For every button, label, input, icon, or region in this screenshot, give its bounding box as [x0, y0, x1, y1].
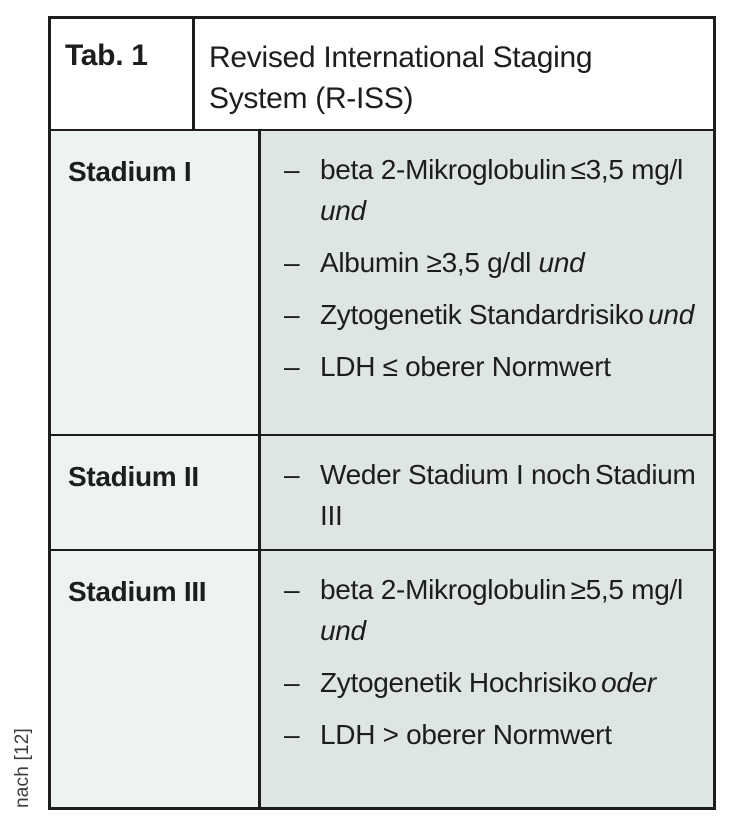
- criteria-cell: – beta 2-Mikroglobulin ≤3,5 mg/l und – A…: [261, 131, 713, 434]
- table-row-stadium-3: Stadium III – beta 2-Mikroglobulin ≥5,5 …: [51, 551, 713, 807]
- criterion-line: ≥5,5 mg/l und: [320, 574, 683, 646]
- criterion-text: Albumin ≥3,5 g/dl und: [320, 242, 705, 283]
- criterion-text: LDH > oberer Normwert: [320, 714, 705, 755]
- criterion-line: oder: [601, 667, 656, 698]
- criterion-text: beta 2-Mikroglobulin ≥5,5 mg/l und: [320, 569, 705, 651]
- dash-bullet: –: [284, 667, 300, 698]
- criterion-line: LDH ≤ oberer Normwert: [320, 351, 611, 382]
- table-title-cell: Revised International Staging System (R-…: [195, 19, 713, 129]
- source-caption: nach [12]: [12, 728, 33, 808]
- table-number: Tab. 1: [65, 39, 148, 72]
- criterion-segment: beta 2-Mikroglobulin: [320, 154, 567, 185]
- dash-bullet: –: [284, 459, 300, 490]
- criterion-segment: LDH ≤ oberer Normwert: [320, 351, 611, 382]
- criterion-line: Stadium III: [320, 459, 696, 531]
- criterion-segment: LDH > oberer Normwert: [320, 719, 612, 750]
- criterion-segment-italic: und: [648, 299, 694, 330]
- criterion-line: LDH > oberer Normwert: [320, 719, 612, 750]
- dash-bullet: –: [284, 154, 300, 185]
- criterion-text: Weder Stadium I noch Stadium III: [320, 454, 705, 536]
- criterion-segment-italic: und: [320, 615, 366, 646]
- criterion-item: – Weder Stadium I noch Stadium III: [284, 454, 705, 536]
- criterion-item: – Albumin ≥3,5 g/dl und: [284, 242, 705, 283]
- criterion-item: – beta 2-Mikroglobulin ≤3,5 mg/l und: [284, 149, 705, 231]
- criterion-item: – beta 2-Mikroglobulin ≥5,5 mg/l und: [284, 569, 705, 651]
- dash-bullet: –: [284, 351, 300, 382]
- dash-bullet: –: [284, 574, 300, 605]
- criterion-segment-italic: oder: [601, 667, 656, 698]
- criterion-line: Albumin ≥3,5 g/dl und: [320, 247, 585, 278]
- criterion-text: Zytogenetik Hochrisiko oder: [320, 662, 705, 703]
- criterion-line: beta 2-Mikroglobulin: [320, 154, 566, 185]
- criterion-text: LDH ≤ oberer Normwert: [320, 346, 705, 387]
- stage-label: Stadium III: [68, 576, 207, 607]
- criterion-text: Zytogenetik Standardrisiko und: [320, 294, 705, 335]
- criteria-cell: – Weder Stadium I noch Stadium III: [261, 436, 713, 549]
- criterion-item: – LDH ≤ oberer Normwert: [284, 346, 705, 387]
- criterion-segment: Zytogenetik Hochrisiko: [320, 667, 597, 698]
- criterion-text: beta 2-Mikroglobulin ≤3,5 mg/l und: [320, 149, 705, 231]
- criterion-segment: Zytogenetik Standardrisiko: [320, 299, 644, 330]
- table-title-line2: System (R-ISS): [209, 82, 414, 115]
- criterion-segment-italic: und: [320, 195, 366, 226]
- stage-label-cell: Stadium I: [51, 131, 261, 434]
- table-row-stadium-1: Stadium I – beta 2-Mikroglobulin ≤3,5 mg…: [51, 131, 713, 436]
- table-header-row: Tab. 1 Revised International Staging Sys…: [51, 19, 713, 131]
- criterion-item: – Zytogenetik Standardrisiko und: [284, 294, 705, 335]
- table-title-line1: Revised International Staging: [209, 41, 593, 74]
- criterion-segment: Albumin ≥3,5 g/dl: [320, 247, 539, 278]
- criterion-segment: Stadium III: [320, 459, 696, 531]
- stage-label-cell: Stadium III: [51, 551, 261, 807]
- riss-table: Tab. 1 Revised International Staging Sys…: [48, 16, 716, 810]
- criterion-line: beta 2-Mikroglobulin: [320, 574, 566, 605]
- criterion-item: – Zytogenetik Hochrisiko oder: [284, 662, 705, 703]
- stage-label: Stadium I: [68, 156, 192, 187]
- criterion-line: Zytogenetik Hochrisiko: [320, 667, 597, 698]
- dash-bullet: –: [284, 299, 300, 330]
- dash-bullet: –: [284, 719, 300, 750]
- criterion-segment-italic: und: [538, 247, 585, 278]
- criterion-item: – LDH > oberer Normwert: [284, 714, 705, 755]
- criterion-segment: ≥5,5 mg/l: [570, 574, 684, 605]
- dash-bullet: –: [284, 247, 300, 278]
- criterion-line: Weder Stadium I noch: [320, 459, 591, 490]
- criterion-segment: Weder Stadium I noch: [320, 459, 591, 490]
- criterion-segment: ≤3,5 mg/l: [570, 154, 684, 185]
- table-number-cell: Tab. 1: [51, 19, 195, 129]
- criterion-line: ≤3,5 mg/l und: [320, 154, 683, 226]
- table-row-stadium-2: Stadium II – Weder Stadium I noch Stadiu…: [51, 436, 713, 551]
- criterion-line: Zytogenetik Standardrisiko: [320, 299, 644, 330]
- stage-label-cell: Stadium II: [51, 436, 261, 549]
- criteria-cell: – beta 2-Mikroglobulin ≥5,5 mg/l und – Z…: [261, 551, 713, 807]
- stage-label: Stadium II: [68, 461, 199, 492]
- criterion-segment: beta 2-Mikroglobulin: [320, 574, 567, 605]
- criterion-line: und: [648, 299, 694, 330]
